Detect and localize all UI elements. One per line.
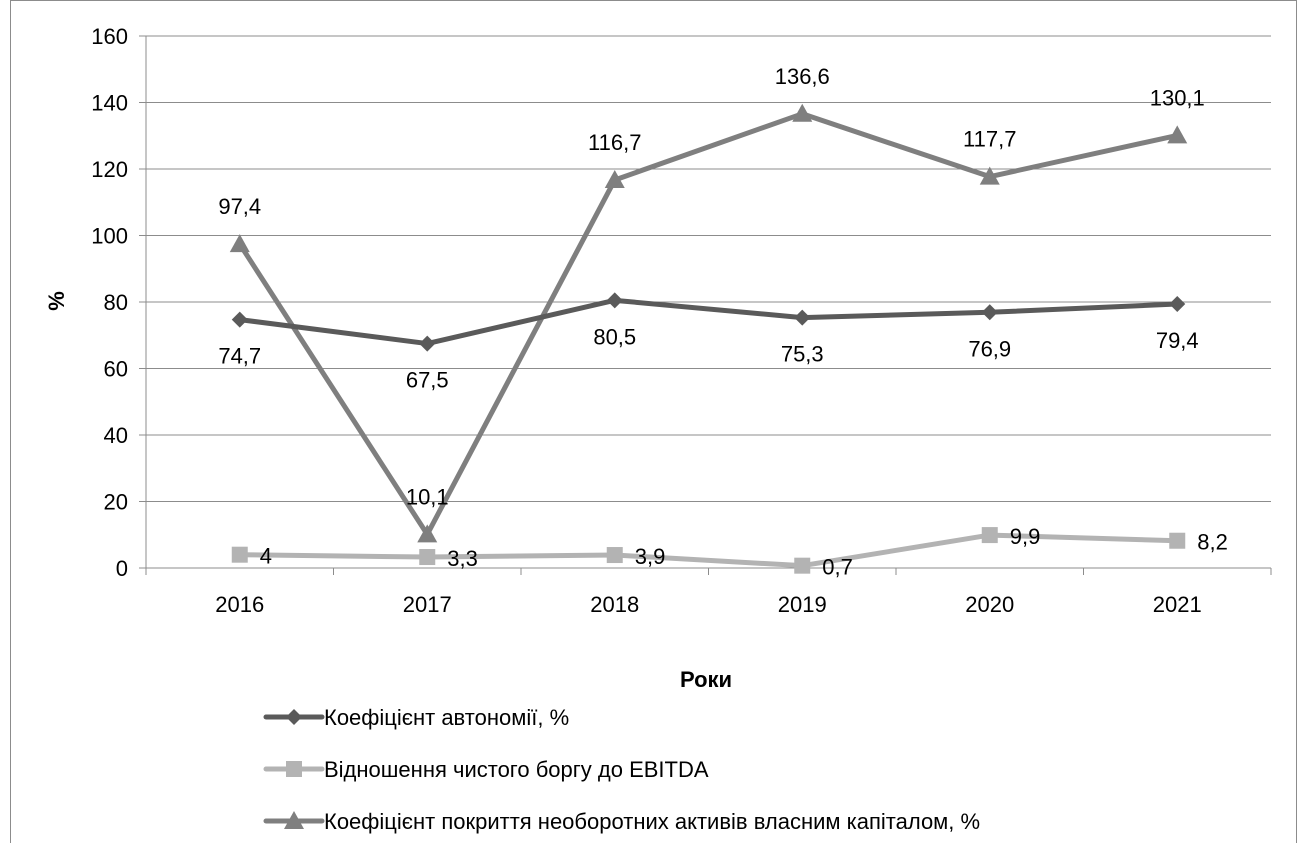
data-point <box>981 527 998 544</box>
data-label: 130,1 <box>1150 85 1205 110</box>
x-tick-label: 2016 <box>215 592 264 617</box>
data-point <box>604 169 625 188</box>
series-lines <box>229 103 1188 574</box>
y-axis-title: % <box>44 291 69 311</box>
data-point <box>419 335 436 352</box>
data-label: 116,7 <box>588 130 641 155</box>
y-tick-label: 160 <box>91 24 128 49</box>
legend-item: Коефіцієнт покриття необоротних активів … <box>263 809 980 834</box>
data-point <box>606 292 623 309</box>
data-label: 8,2 <box>1197 530 1228 555</box>
data-label: 97,4 <box>218 194 261 219</box>
data-point <box>419 549 436 566</box>
data-label: 76,9 <box>968 336 1011 361</box>
y-tick-label: 140 <box>91 91 128 116</box>
data-label: 74,7 <box>218 344 261 369</box>
series-line <box>237 532 1180 569</box>
data-label: 3,3 <box>447 546 478 571</box>
gridlines <box>146 35 1271 569</box>
legend-swatch-marker <box>284 811 304 829</box>
y-tick-label: 80 <box>104 290 128 315</box>
data-point <box>1167 125 1188 144</box>
data-label: 0,7 <box>822 555 853 580</box>
x-axis-title: Роки <box>680 667 732 692</box>
legend-label: Коефіцієнт автономії, % <box>324 705 569 730</box>
data-point <box>1169 532 1186 549</box>
data-point <box>417 524 438 543</box>
x-tick-label: 2018 <box>590 592 639 617</box>
series-line <box>237 111 1180 537</box>
data-point <box>792 103 813 122</box>
legend-swatch-marker <box>286 761 302 777</box>
data-point <box>1169 295 1186 312</box>
data-label: 10,1 <box>406 484 449 509</box>
data-label: 4 <box>260 544 272 569</box>
data-label: 75,3 <box>781 342 824 367</box>
data-label: 79,4 <box>1156 328 1199 353</box>
data-label: 136,6 <box>775 64 830 89</box>
x-tick-label: 2017 <box>403 592 452 617</box>
legend-item: Коефіцієнт автономії, % <box>263 705 569 730</box>
series-line <box>237 297 1180 347</box>
data-point <box>231 546 248 563</box>
data-point <box>794 557 811 574</box>
chart-frame <box>10 0 1297 843</box>
y-tick-label: 100 <box>91 224 128 249</box>
data-labels: 74,7 67,5 80,5 75,3 76,9 79,4 4 3,3 3,9 0,7 9,9 8,2… <box>218 64 1228 580</box>
y-tick-label: 0 <box>116 556 128 581</box>
data-label: 117,7 <box>963 127 1016 152</box>
data-point <box>794 309 811 326</box>
legend-item: Відношення чистого боргу до EBITDA <box>263 757 709 782</box>
axes: 0 20 40 60 80 100 120 140 160 2016 2017 2018 2019 202… <box>91 24 1272 617</box>
data-label: 67,5 <box>406 368 449 393</box>
legend-label: Коефіцієнт покриття необоротних активів … <box>324 809 980 834</box>
data-label: 80,5 <box>593 324 636 349</box>
x-tick-label: 2019 <box>778 592 827 617</box>
x-tick-label: 2021 <box>1153 592 1202 617</box>
data-label: 3,9 <box>635 544 666 569</box>
y-tick-label: 20 <box>104 490 128 515</box>
data-point <box>979 166 1000 185</box>
data-label: 9,9 <box>1010 524 1041 549</box>
data-point <box>981 304 998 321</box>
data-point <box>229 234 250 253</box>
data-point <box>231 311 248 328</box>
legend-swatch-marker <box>286 709 302 725</box>
legend-label: Відношення чистого боргу до EBITDA <box>324 757 709 782</box>
legend: Коефіцієнт автономії, % Відношення чистог… <box>263 705 980 834</box>
y-tick-label: 40 <box>104 423 128 448</box>
x-tick-label: 2020 <box>965 592 1014 617</box>
y-tick-label: 120 <box>91 157 128 182</box>
data-point <box>606 547 623 564</box>
y-tick-label: 60 <box>104 357 128 382</box>
